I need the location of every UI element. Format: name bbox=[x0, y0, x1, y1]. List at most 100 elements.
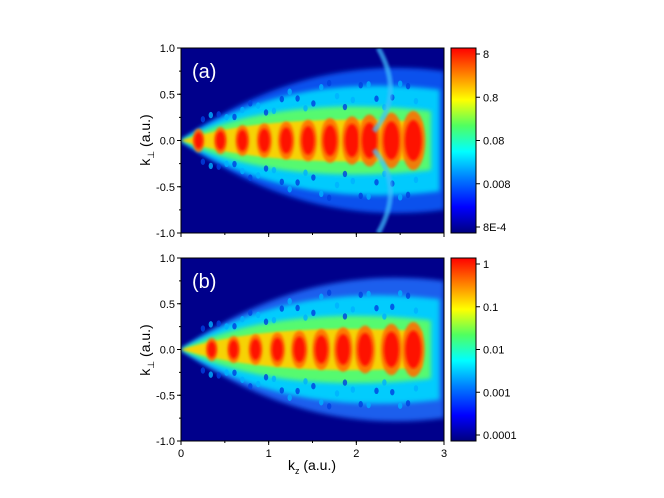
heatmap-fringe bbox=[224, 160, 229, 168]
heatmap-lobe-peak bbox=[361, 122, 378, 159]
y-tick-label: -0.5 bbox=[156, 182, 175, 194]
heatmap-fringe bbox=[255, 102, 261, 109]
heatmap-fringe bbox=[303, 169, 308, 176]
heatmap-lobe-peak bbox=[383, 121, 400, 160]
panel-b-x-axis-title: kz (a.u.) bbox=[288, 457, 336, 476]
colorbar-tick-label: 0.08 bbox=[483, 136, 504, 148]
colorbar-tick-label: 0.1 bbox=[483, 302, 498, 314]
heatmap-fringe bbox=[405, 82, 411, 90]
heatmap-fringe bbox=[311, 174, 316, 181]
heatmap-fringe bbox=[413, 176, 419, 184]
heatmap-lobe-peak bbox=[323, 125, 337, 156]
heatmap-fringe bbox=[216, 111, 221, 118]
heatmap-fringe bbox=[224, 323, 229, 330]
heatmap-fringe bbox=[263, 109, 269, 116]
heatmap-fringe bbox=[319, 190, 324, 198]
heatmap-fringe bbox=[263, 165, 269, 172]
panel-a-y-axis: 1.0 0.5 0.0 -0.5 -1.0 bbox=[156, 43, 181, 240]
heatmap-fringe bbox=[311, 382, 316, 390]
heatmap-fringe bbox=[334, 181, 340, 189]
heatmap-fringe bbox=[374, 304, 379, 312]
heatmap-lobe-peak bbox=[314, 335, 328, 364]
heatmap-fringe bbox=[224, 369, 229, 376]
panel-a-heatmap bbox=[181, 48, 444, 233]
heatmap-fringe bbox=[334, 302, 340, 309]
heatmap-fringe bbox=[397, 80, 403, 87]
panel-b-y-axis-title-sub: ⊥ bbox=[146, 361, 156, 369]
heatmap-lobe-peak bbox=[383, 331, 399, 368]
heatmap-fringe bbox=[382, 379, 387, 386]
panel-b-x-axis-title-rest: (a.u.) bbox=[299, 457, 336, 473]
heatmap-fringe bbox=[248, 383, 253, 390]
y-tick-label: 0.5 bbox=[160, 89, 175, 101]
colorbar-tick-label: 0.001 bbox=[483, 387, 511, 399]
heatmap-fringe bbox=[374, 95, 379, 102]
heatmap-lobe-peak bbox=[293, 336, 306, 363]
heatmap-fringe bbox=[263, 374, 269, 381]
heatmap-fringe bbox=[358, 192, 363, 200]
heatmap-fringe bbox=[358, 291, 363, 298]
heatmap-fringe bbox=[216, 372, 221, 379]
heatmap-fringe bbox=[358, 401, 363, 408]
heatmap-fringe bbox=[303, 105, 308, 112]
heatmap-fringe bbox=[271, 107, 277, 115]
heatmap-fringe bbox=[342, 379, 348, 386]
heatmap-fringe bbox=[374, 387, 379, 395]
heatmap-lobe-peak bbox=[258, 128, 270, 153]
panel-b-y-axis-title-main: k bbox=[137, 368, 153, 376]
heatmap-fringe bbox=[279, 387, 285, 394]
panel-a-colorbar-ticks: 8 0.8 0.08 0.008 8E-4 bbox=[476, 49, 511, 234]
heatmap-fringe bbox=[255, 311, 261, 319]
heatmap-outer-arc-upper bbox=[371, 48, 393, 133]
panel-a-y-axis-title-main: k bbox=[137, 158, 153, 166]
heatmap-lobe-peak bbox=[271, 337, 283, 362]
heatmap-fringe bbox=[232, 160, 237, 168]
heatmap-fringe bbox=[319, 83, 324, 91]
heatmap-fringe bbox=[390, 303, 395, 311]
colorbar-tick-label: 8 bbox=[483, 49, 489, 61]
panel-b-x-axis-title-main: k bbox=[288, 457, 296, 473]
heatmap-fringe bbox=[350, 306, 356, 313]
heatmap-fringe bbox=[232, 113, 237, 121]
x-tick-label: 2 bbox=[353, 448, 359, 460]
panel-b-colorbar-ticks: 1 0.1 0.01 0.001 0.0001 bbox=[476, 259, 517, 442]
heatmap-fringe bbox=[342, 313, 348, 320]
panel-a: 1.0 0.5 0.0 -0.5 -1.0 (a) k⊥ (a.u.) 8 0.8 0.08… bbox=[137, 43, 511, 240]
heatmap-fringe bbox=[271, 316, 277, 324]
y-tick-label: 0.0 bbox=[160, 136, 175, 148]
heatmap-fringe bbox=[350, 96, 356, 104]
heatmap-lobe-peak bbox=[344, 123, 360, 158]
heatmap-fringe bbox=[208, 111, 214, 119]
heatmap-fringe bbox=[405, 191, 411, 199]
heatmap-fringe bbox=[287, 394, 292, 401]
heatmap-fringe bbox=[397, 290, 403, 297]
panel-a-y-axis-title-rest: (a.u.) bbox=[137, 114, 153, 151]
heatmap-fringe bbox=[271, 166, 277, 174]
heatmap-fringe bbox=[232, 369, 237, 376]
heatmap-fringe bbox=[326, 403, 332, 410]
colorbar-tick-label: 0.0001 bbox=[483, 430, 517, 442]
heatmap-fringe bbox=[303, 378, 308, 385]
heatmap-fringe bbox=[240, 106, 245, 114]
panel-b-colorbar bbox=[450, 257, 477, 442]
x-tick-label: 1 bbox=[266, 448, 272, 460]
heatmap-fringe bbox=[413, 97, 419, 105]
heatmap-fringe bbox=[200, 325, 206, 332]
heatmap-lobe-peak bbox=[405, 330, 422, 369]
panel-b-label: (b) bbox=[192, 271, 216, 293]
heatmap-fringe bbox=[326, 194, 332, 202]
heatmap-fringe bbox=[366, 290, 371, 298]
heatmap-lobe-peak bbox=[194, 132, 203, 149]
heatmap-outer-arc-lower bbox=[371, 148, 393, 233]
heatmap-lobe-peak bbox=[336, 334, 350, 365]
heatmap-fringe bbox=[208, 321, 214, 328]
heatmap-fringe bbox=[390, 388, 395, 396]
heatmap-fringe bbox=[405, 292, 411, 299]
x-tick-label: 3 bbox=[441, 448, 447, 460]
heatmap-fringe bbox=[216, 320, 221, 327]
panel-b-y-axis: 1.0 0.5 0.0 -0.5 -1.0 bbox=[156, 253, 181, 448]
heatmap-fringe bbox=[326, 79, 332, 87]
y-tick-label: -1.0 bbox=[156, 436, 175, 448]
y-tick-label: 0.5 bbox=[160, 299, 175, 311]
